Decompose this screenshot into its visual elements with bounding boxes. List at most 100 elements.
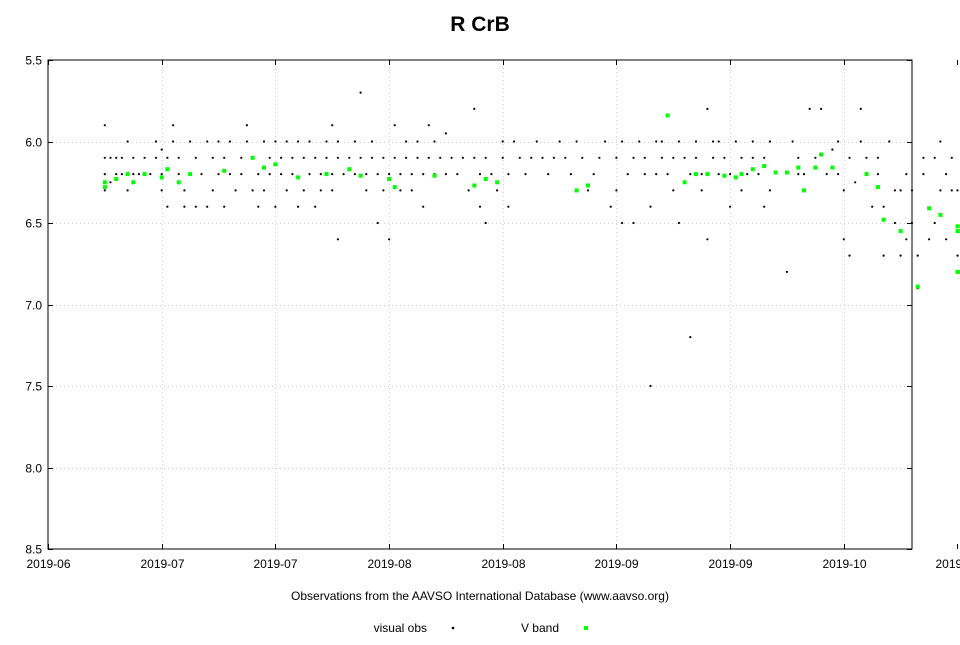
visual-obs-point [694, 140, 698, 143]
visual-obs-point [689, 173, 692, 176]
visual-obs-point [189, 140, 192, 143]
visual-obs-point [280, 173, 283, 176]
visual-obs-point [331, 189, 334, 192]
visual-obs-point [541, 156, 544, 159]
visual-obs-point [410, 173, 413, 176]
visual-obs-point [251, 189, 254, 192]
visual-obs-point [672, 189, 675, 192]
y-tick-label: 8.5 [25, 543, 42, 557]
visual-obs-point [308, 140, 311, 143]
visual-obs-point [859, 107, 862, 110]
visual-obs-point [302, 156, 305, 159]
x-tick-label: 2019-09 [708, 557, 752, 571]
visual-obs-point [382, 156, 385, 159]
visual-obs-point [592, 173, 595, 176]
visual-obs-point [643, 173, 646, 176]
v-band-point [262, 165, 266, 170]
plot-frame [47, 59, 913, 550]
visual-obs-point [132, 156, 135, 159]
visual-obs-point [262, 189, 266, 192]
v-band-point [358, 173, 363, 178]
visual-obs-point [103, 173, 106, 176]
visual-obs-point [842, 238, 845, 241]
visual-obs-point [586, 189, 590, 192]
visual-obs-point [507, 205, 510, 208]
visual-obs-point [859, 140, 862, 143]
visual-obs-point [473, 107, 476, 110]
visual-obs-point [177, 156, 180, 159]
visual-obs-point [206, 205, 209, 208]
visual-obs-point [382, 189, 385, 192]
visual-obs-point [422, 205, 425, 208]
visual-obs-point [496, 189, 499, 192]
series-layer [102, 91, 960, 388]
visual-obs-point [211, 189, 214, 192]
visual-obs-point [706, 238, 709, 241]
visual-obs-point [103, 124, 106, 127]
y-tick-label: 8.0 [25, 462, 42, 476]
visual-obs-point [365, 189, 368, 192]
x-tick-label: 2019-08 [481, 557, 525, 571]
y-tick-label: 7.5 [25, 380, 42, 394]
visual-obs-point [831, 148, 834, 151]
visual-obs-point [848, 156, 851, 159]
visual-obs-point [893, 221, 897, 225]
visual-obs-point [132, 173, 135, 176]
visual-obs-point [342, 173, 345, 176]
visual-obs-point [865, 156, 868, 159]
visual-obs-point [598, 156, 601, 159]
visual-obs-point [405, 140, 408, 143]
visual-obs-point [240, 173, 243, 176]
legend-label-v-band: V band [521, 621, 559, 635]
v-band-point [125, 172, 130, 177]
visual-obs-point [899, 189, 902, 192]
visual-obs-point [922, 156, 925, 159]
x-tick-label: 2019-10 [822, 557, 866, 571]
visual-obs-point [910, 189, 914, 192]
visual-obs-point [615, 156, 618, 159]
visual-obs-point [160, 173, 163, 176]
v-band-point [347, 167, 352, 172]
visual-obs-point [120, 173, 123, 176]
visual-obs-point [268, 173, 271, 176]
v-band-point [830, 165, 835, 170]
visual-obs-point [490, 173, 493, 176]
visual-obs-point [194, 156, 197, 159]
visual-obs-point [115, 156, 118, 159]
y-tick-label: 7.0 [25, 299, 42, 313]
visual-obs-point [939, 140, 942, 143]
visual-obs-point [626, 173, 629, 176]
visual-obs-point [740, 156, 743, 159]
visual-obs-point [666, 173, 669, 176]
visual-obs-point [410, 189, 413, 192]
v-band-point [131, 180, 136, 185]
grid-layer [48, 60, 912, 549]
chart-caption: Observations from the AAVSO Internationa… [291, 589, 669, 603]
visual-obs-point [228, 173, 231, 176]
visual-obs-point [945, 238, 948, 241]
visual-obs-point [797, 173, 800, 176]
visual-obs-point [888, 140, 891, 143]
v-band-point [705, 172, 710, 177]
visual-obs-point [336, 140, 339, 143]
visual-obs-point [399, 189, 402, 192]
visual-obs-point [336, 238, 339, 241]
v-band-point [387, 177, 392, 181]
visual-obs-point [558, 140, 561, 143]
visual-obs-point [172, 124, 175, 127]
visual-obs-point [842, 189, 845, 192]
visual-obs-point [103, 189, 106, 192]
visual-obs-point [729, 205, 732, 208]
visual-obs-point [632, 221, 635, 225]
visual-obs-point [547, 173, 550, 176]
v-band-point [188, 172, 193, 177]
visual-obs-point [791, 140, 794, 143]
visual-obs-point [223, 205, 226, 208]
visual-obs-point [575, 140, 578, 143]
visual-obs-point [837, 173, 840, 176]
visual-obs-point [314, 156, 317, 159]
visual-obs-point [717, 140, 720, 143]
visual-obs-point [172, 140, 175, 143]
visual-obs-point [154, 156, 158, 159]
visual-obs-point [854, 181, 857, 184]
